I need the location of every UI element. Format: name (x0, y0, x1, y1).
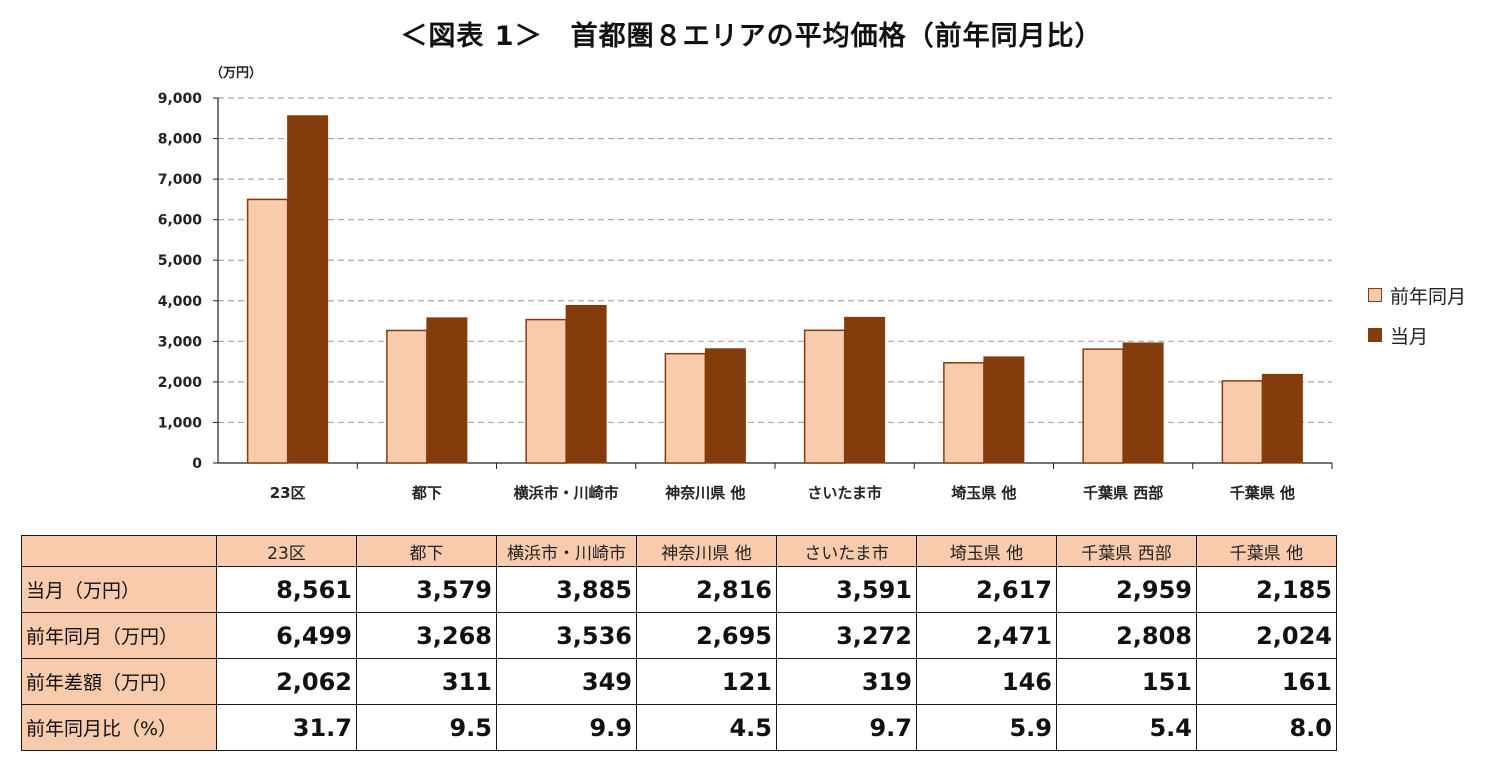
bar-prev-year (1221, 380, 1264, 464)
x-tick-label: さいたま市 (807, 484, 882, 502)
legend-item-prev: 前年同月 (1368, 282, 1466, 308)
bar-current-month (983, 356, 1025, 464)
x-tick-label: 横浜市・川崎市 (514, 484, 619, 502)
table-cell: 2,617 (916, 566, 1057, 613)
table-cell: 8.0 (1196, 704, 1337, 751)
table-cell: 31.7 (216, 704, 357, 751)
table-header: 千葉県 他 (1196, 535, 1337, 567)
table-cell: 2,695 (636, 612, 777, 659)
legend-swatch-curr (1368, 328, 1382, 342)
row-label: 当月（万円） (21, 566, 217, 613)
table-cell: 2,959 (1056, 566, 1197, 613)
y-tick-label: 5,000 (158, 253, 203, 269)
bar-current-month (287, 115, 329, 464)
x-tick-label: 千葉県 西部 (1083, 484, 1163, 502)
table-cell: 151 (1056, 658, 1197, 705)
y-tick-label: 6,000 (158, 213, 203, 229)
table-cell: 5.9 (916, 704, 1057, 751)
table-header: 横浜市・川崎市 (496, 535, 637, 567)
table-row: 前年同月比（%） 31.7 9.5 9.9 4.5 9.7 5.9 5.4 8.… (21, 704, 1337, 751)
table-cell: 2,024 (1196, 612, 1337, 659)
table-header: 千葉県 西部 (1056, 535, 1197, 567)
table-cell: 5.4 (1056, 704, 1197, 751)
bar-prev-year (664, 352, 707, 464)
table-cell: 9.5 (356, 704, 497, 751)
x-tick-label: 都下 (411, 484, 442, 502)
y-tick-label: 2,000 (158, 375, 203, 391)
bar-chart: （万円） 0 1,000 2,000 3,000 4,000 5,000 6,000 7,000… (158, 65, 1333, 502)
bar-prev-year (803, 329, 846, 464)
y-tick-label: 9,000 (158, 91, 203, 107)
table-cell: 2,062 (216, 658, 357, 705)
bar-current-month (1261, 373, 1303, 464)
x-tick-label: 埼玉県 他 (951, 484, 1016, 502)
y-tick-label: 8,000 (158, 132, 203, 148)
table-cell: 146 (916, 658, 1057, 705)
table-cell: 319 (776, 658, 917, 705)
table-cell: 8,561 (216, 566, 357, 613)
bar-prev-year (1082, 348, 1124, 464)
table-row: 当月（万円） 8,561 3,579 3,885 2,816 3,591 2,6… (21, 566, 1337, 613)
table-cell: 6,499 (216, 612, 357, 659)
x-tick-label: 神奈川県 他 (665, 484, 745, 502)
legend-item-curr: 当月 (1368, 322, 1466, 348)
bar-prev-year (525, 318, 567, 464)
table-cell: 3,272 (776, 612, 917, 659)
bar-current-month (426, 317, 468, 464)
table-cell: 349 (496, 658, 637, 705)
x-tick-label: 千葉県 他 (1230, 484, 1295, 502)
chart-title: ＜図表 1＞ 首都圏８エリアの平均価格（前年同月比） (400, 21, 1103, 52)
table-cell: 3,268 (356, 612, 497, 659)
table-header: 都下 (356, 535, 497, 567)
row-label: 前年同月比（%） (21, 704, 217, 751)
table-header-row: 23区 都下 横浜市・川崎市 神奈川県 他 さいたま市 埼玉県 他 千葉県 西部… (21, 535, 1337, 567)
table-corner (21, 535, 217, 567)
table-row: 前年差額（万円） 2,062 311 349 121 319 146 151 1… (21, 658, 1337, 705)
bar-current-month (844, 316, 886, 464)
data-table: 23区 都下 横浜市・川崎市 神奈川県 他 さいたま市 埼玉県 他 千葉県 西部… (21, 535, 1337, 751)
bar-current-month (704, 348, 746, 464)
legend-label-curr: 当月 (1390, 325, 1429, 348)
table-row: 前年同月（万円） 6,499 3,268 3,536 2,695 3,272 2… (21, 612, 1337, 659)
y-tick-label: 1,000 (158, 415, 203, 431)
row-label: 前年同月（万円） (21, 612, 217, 659)
table-cell: 2,471 (916, 612, 1057, 659)
table-header: 神奈川県 他 (636, 535, 777, 567)
legend: 前年同月 当月 (1368, 282, 1466, 362)
y-unit-label: （万円） (210, 65, 262, 81)
row-label: 前年差額（万円） (21, 658, 217, 705)
table-cell: 3,536 (496, 612, 637, 659)
y-tick-label: 0 (192, 456, 202, 472)
legend-label-prev: 前年同月 (1390, 285, 1467, 308)
table-header: 23区 (216, 535, 357, 567)
bar-prev-year (246, 198, 289, 464)
bar-prev-year (386, 329, 428, 464)
table-header: 埼玉県 他 (916, 535, 1057, 567)
table-cell: 9.7 (776, 704, 917, 751)
y-tick-label: 3,000 (158, 334, 203, 350)
table-cell: 3,579 (356, 566, 497, 613)
y-tick-label: 4,000 (158, 294, 203, 310)
table-cell: 3,885 (496, 566, 637, 613)
bar-prev-year (943, 362, 985, 464)
bar-current-month (565, 304, 607, 464)
table-cell: 2,185 (1196, 566, 1337, 613)
table-cell: 311 (356, 658, 497, 705)
table-cell: 121 (636, 658, 777, 705)
table-cell: 2,808 (1056, 612, 1197, 659)
x-tick-label: 23区 (270, 484, 306, 502)
table-cell: 161 (1196, 658, 1337, 705)
table-cell: 4.5 (636, 704, 777, 751)
table-cell: 3,591 (776, 566, 917, 613)
bar-current-month (1122, 342, 1164, 464)
table-cell: 2,816 (636, 566, 777, 613)
legend-swatch-prev (1368, 288, 1382, 302)
y-tick-label: 7,000 (158, 172, 203, 188)
table-cell: 9.9 (496, 704, 637, 751)
table-header: さいたま市 (776, 535, 917, 567)
